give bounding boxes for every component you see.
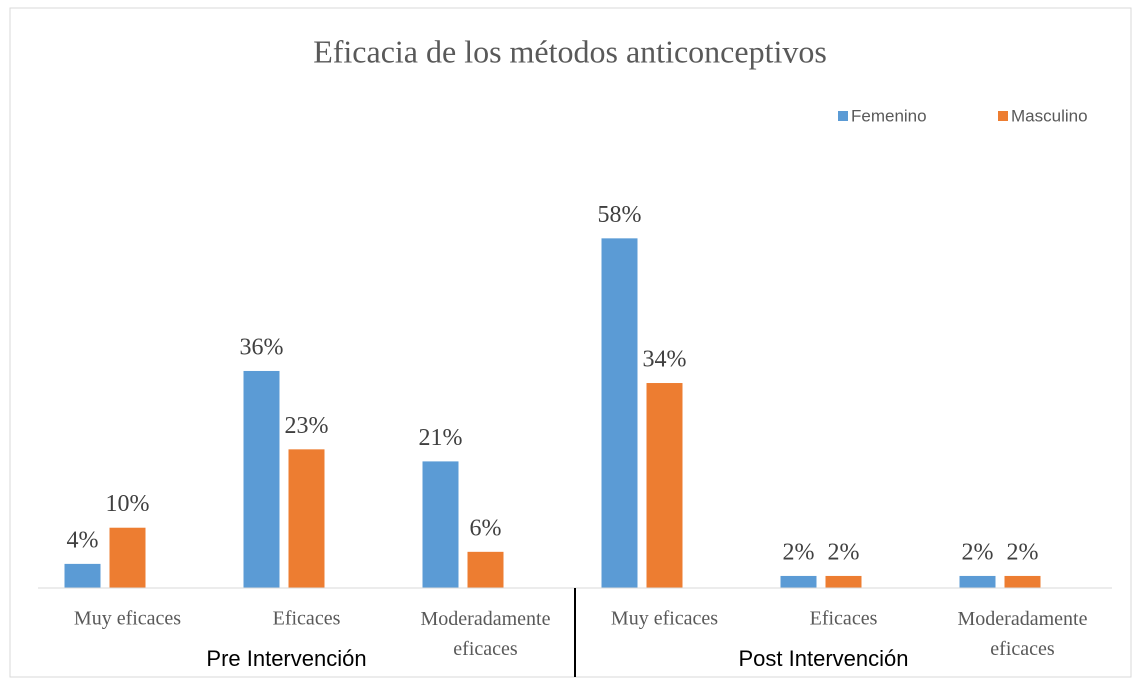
bar: [646, 383, 683, 588]
data-label: 6%: [470, 515, 502, 541]
chart-title: Eficacia de los métodos anticonceptivos: [313, 33, 827, 69]
legend-swatch: [998, 111, 1008, 121]
group-label: Post Intervención: [739, 646, 909, 671]
x-tick-label: Eficaces: [273, 608, 341, 630]
bar: [243, 370, 280, 588]
x-tick-label: Eficaces: [810, 608, 878, 630]
bar: [109, 527, 146, 588]
data-label: 58%: [598, 202, 642, 228]
data-label: 21%: [419, 425, 463, 451]
data-label: 36%: [240, 334, 284, 360]
data-label: 23%: [285, 413, 329, 439]
data-label: 4%: [67, 527, 99, 553]
x-tick-label: Moderadamente eficaces: [958, 608, 1088, 660]
bar: [1004, 575, 1041, 588]
x-tick-label-line: Moderadamente: [958, 608, 1088, 630]
x-tick-label-line: eficaces: [990, 638, 1055, 660]
bar: [780, 575, 817, 588]
bar: [825, 575, 862, 588]
x-tick-label: Muy eficaces: [74, 608, 181, 630]
bar: [601, 238, 638, 589]
x-tick-label: Moderadamente eficaces: [421, 608, 551, 660]
bar: [959, 575, 996, 588]
legend-swatch: [838, 111, 848, 121]
data-label: 2%: [828, 539, 860, 565]
x-tick-label-line: eficaces: [453, 638, 518, 660]
legend-label: Masculino: [1011, 106, 1088, 125]
data-label: 10%: [106, 491, 150, 517]
data-label: 2%: [783, 539, 815, 565]
x-tick-label: Muy eficaces: [611, 608, 718, 630]
legend-label: Femenino: [851, 106, 927, 125]
bar: [422, 461, 459, 588]
bar: [288, 449, 325, 588]
bar: [467, 551, 504, 588]
chart-frame: [9, 7, 1132, 678]
x-tick-label-line: Moderadamente: [421, 608, 551, 630]
data-label: 34%: [643, 347, 687, 373]
data-label: 2%: [962, 539, 994, 565]
data-label: 2%: [1007, 539, 1039, 565]
group-label: Pre Intervención: [206, 646, 366, 671]
bar: [64, 563, 101, 588]
